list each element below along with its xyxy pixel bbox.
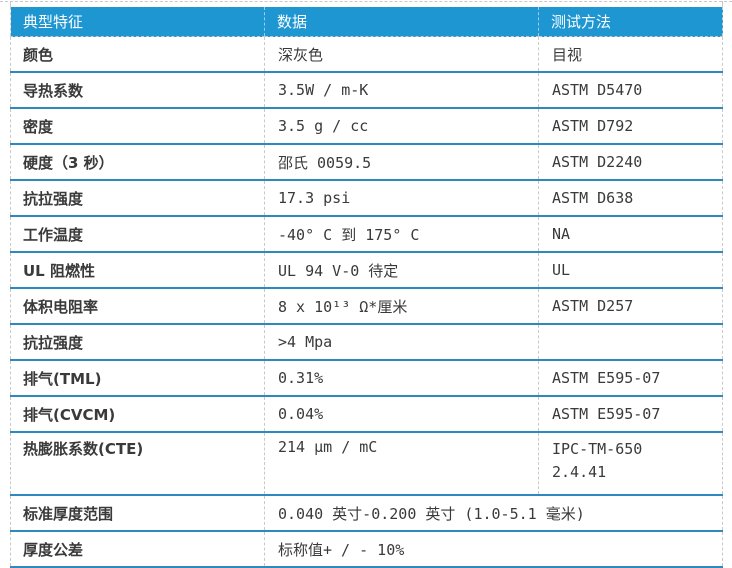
feature-cell: 颜色 (10, 36, 265, 73)
column-header-feature: 典型特征 (10, 7, 265, 37)
column-header-method: 测试方法 (538, 7, 723, 37)
method-cell: ASTM D792 (538, 108, 723, 145)
value-cell: 3.5 g / cc (264, 108, 539, 145)
method-cell: ASTM D2240 (538, 144, 723, 181)
feature-cell: 抗拉强度 (10, 180, 265, 217)
value-cell: -40° C 到 175° C (264, 216, 539, 253)
value-cell: 0.31% (264, 360, 539, 397)
table-row: UL 阻燃性 UL 94 V-0 待定 UL (10, 252, 723, 289)
table-header-row: 典型特征 数据 测试方法 (10, 7, 723, 37)
feature-cell: 硬度（3 秒） (10, 144, 265, 181)
table-row: 标准厚度范围 0.040 英寸-0.200 英寸 (1.0-5.1 毫米) (10, 495, 723, 532)
feature-cell: 排气(TML) (10, 360, 265, 397)
method-cell: UL (538, 252, 723, 289)
feature-cell: 体积电阻率 (10, 288, 265, 325)
method-cell: IPC-TM-650 2.4.41 (538, 432, 723, 496)
value-cell: UL 94 V-0 待定 (264, 252, 539, 289)
value-cell: 8 x 10¹³ Ω*厘米 (264, 288, 539, 325)
outer-top-border (0, 1, 732, 2)
feature-cell: 排气(CVCM) (10, 396, 265, 433)
value-cell: 214 μm / mC (264, 432, 539, 496)
value-cell-spanning: 标称值+ / - 10% (264, 531, 723, 568)
table-row: 排气(CVCM) 0.04% ASTM E595-07 (10, 396, 723, 433)
table-row: 密度 3.5 g / cc ASTM D792 (10, 108, 723, 145)
feature-cell: 热膨胀系数(CTE) (10, 432, 265, 496)
table-row: 导热系数 3.5W / m-K ASTM D5470 (10, 72, 723, 109)
value-cell: 3.5W / m-K (264, 72, 539, 109)
feature-cell: 抗拉强度 (10, 324, 265, 361)
value-cell: 邵氏 0059.5 (264, 144, 539, 181)
method-cell: ASTM D5470 (538, 72, 723, 109)
table-row: 排气(TML) 0.31% ASTM E595-07 (10, 360, 723, 397)
method-cell: ASTM D257 (538, 288, 723, 325)
table-row: 热膨胀系数(CTE) 214 μm / mC IPC-TM-650 2.4.41 (10, 432, 723, 496)
table-row: 颜色 深灰色 目视 (10, 36, 723, 73)
properties-table: 典型特征 数据 测试方法 颜色 深灰色 目视 导热系数 3.5W / m-K A… (10, 1, 723, 568)
method-cell: ASTM E595-07 (538, 360, 723, 397)
value-cell: 17.3 psi (264, 180, 539, 217)
value-cell: >4 Mpa (264, 324, 539, 361)
table-row: 抗拉强度 >4 Mpa (10, 324, 723, 361)
table-row: 硬度（3 秒） 邵氏 0059.5 ASTM D2240 (10, 144, 723, 181)
feature-cell: 工作温度 (10, 216, 265, 253)
method-cell: ASTM E595-07 (538, 396, 723, 433)
value-cell: 深灰色 (264, 36, 539, 73)
feature-cell: 密度 (10, 108, 265, 145)
feature-cell: UL 阻燃性 (10, 252, 265, 289)
table-row: 体积电阻率 8 x 10¹³ Ω*厘米 ASTM D257 (10, 288, 723, 325)
method-cell: 目视 (538, 36, 723, 73)
value-cell-spanning: 0.040 英寸-0.200 英寸 (1.0-5.1 毫米) (264, 495, 723, 532)
table-row: 抗拉强度 17.3 psi ASTM D638 (10, 180, 723, 217)
feature-cell: 导热系数 (10, 72, 265, 109)
feature-cell: 厚度公差 (10, 531, 265, 568)
method-cell (538, 324, 723, 361)
feature-cell: 标准厚度范围 (10, 495, 265, 532)
value-cell: 0.04% (264, 396, 539, 433)
method-cell: ASTM D638 (538, 180, 723, 217)
method-cell: NA (538, 216, 723, 253)
table-row: 厚度公差 标称值+ / - 10% (10, 531, 723, 568)
column-header-data: 数据 (264, 7, 539, 37)
table-row: 工作温度 -40° C 到 175° C NA (10, 216, 723, 253)
